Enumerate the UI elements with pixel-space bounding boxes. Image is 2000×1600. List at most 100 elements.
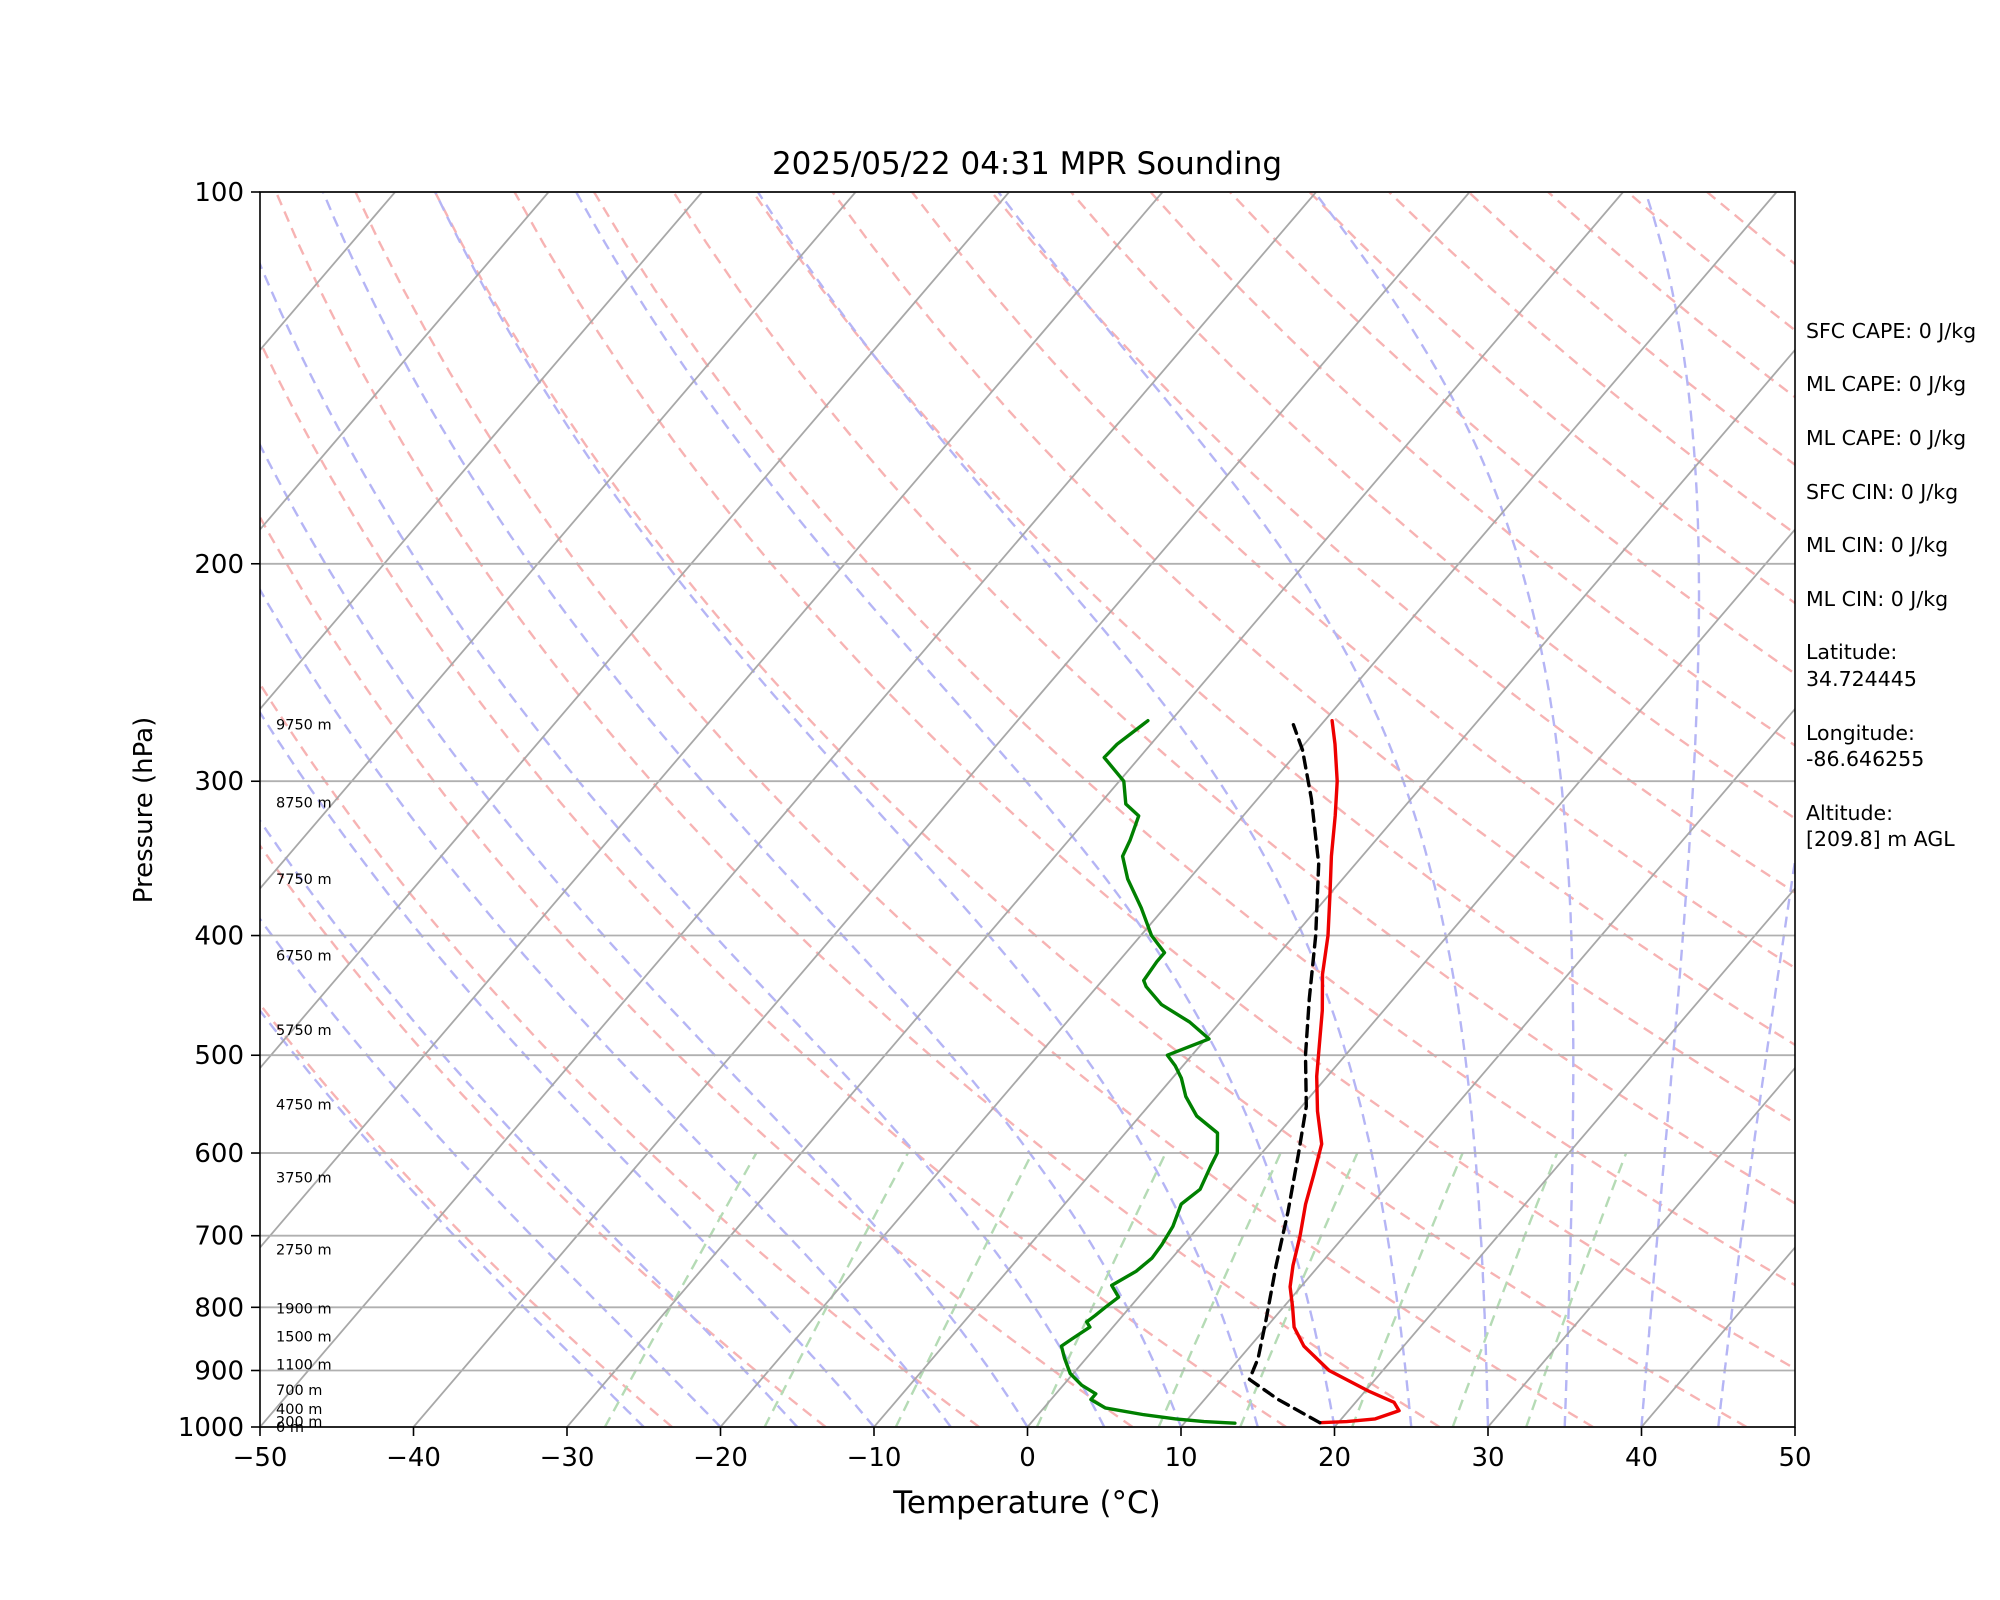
y-tick-label: 900	[194, 1356, 244, 1386]
isotherm-line	[1026, 528, 1795, 1427]
profile-lines	[1059, 719, 1401, 1425]
info-line: ML CIN: 0 J/kg	[1806, 587, 1948, 611]
height-label: 5750 m	[276, 1023, 332, 1039]
x-axis-title: Temperature (°C)	[892, 1485, 1161, 1521]
dry-adiabat-line	[260, 843, 827, 1427]
info-line: ML CIN: 0 J/kg	[1806, 533, 1948, 557]
height-label: 6750 m	[276, 948, 332, 964]
y-tick-label: 600	[194, 1139, 244, 1169]
y-tick-label: 1000	[178, 1413, 244, 1443]
info-line: -86.646255	[1806, 747, 1924, 771]
x-tick-label: 10	[1164, 1443, 1197, 1473]
moist-adiabat-line	[260, 261, 1106, 1427]
info-line: SFC CIN: 0 J/kg	[1806, 480, 1958, 504]
height-label: 1900 m	[276, 1302, 332, 1318]
x-tick-label: 30	[1471, 1443, 1504, 1473]
moist-adiabat-line	[260, 587, 952, 1427]
moist-adiabat-line	[1313, 192, 1575, 1427]
info-line: SFC CAPE: 0 J/kg	[1806, 319, 1976, 343]
isotherm-line	[260, 192, 1164, 1249]
moist-adiabat-line	[434, 192, 1259, 1427]
y-tick-label: 700	[194, 1222, 244, 1252]
dewpoint-profile-line	[1059, 719, 1237, 1425]
y-axis-ticks: 1000 900 800 700 600 500 400 300 200 100	[178, 178, 260, 1443]
isotherm-line	[260, 192, 1317, 1427]
x-tick-label: −10	[847, 1443, 902, 1473]
isotherm-line	[260, 192, 857, 890]
y-tick-label: 400	[194, 922, 244, 952]
parcel-profile-line	[1247, 723, 1322, 1425]
x-tick-label: −30	[540, 1443, 595, 1473]
y-tick-label: 300	[194, 767, 244, 797]
y-axis-title: Pressure (hPa)	[129, 717, 159, 904]
y-tick-label: 800	[194, 1293, 244, 1323]
height-label: 200 m	[276, 1415, 322, 1431]
isotherm-line	[1180, 707, 1795, 1427]
info-line: [209.8] m AGL	[1806, 827, 1955, 851]
dry-adiabat-line	[260, 681, 980, 1427]
isotherm-line	[1333, 887, 1795, 1427]
y-tick-label: 200	[194, 550, 244, 580]
dry-adiabat-line	[911, 192, 1795, 970]
dry-adiabat-line	[260, 1002, 673, 1427]
moist-adiabat-line	[997, 192, 1490, 1427]
x-tick-label: −20	[693, 1443, 748, 1473]
moist-adiabat-line	[1640, 192, 1701, 1427]
moist-adiabat-line	[756, 192, 1413, 1427]
height-label: 1500 m	[276, 1330, 332, 1346]
isotherm-line	[260, 192, 703, 711]
height-label: 0 m	[276, 1420, 304, 1436]
x-tick-label: −40	[386, 1443, 441, 1473]
height-label: 3750 m	[276, 1171, 332, 1187]
info-line: Latitude:	[1806, 640, 1897, 664]
info-line: Altitude:	[1806, 801, 1893, 825]
x-tick-label: 40	[1625, 1443, 1658, 1473]
dry-adiabat-line	[260, 339, 1287, 1427]
isotherm-line	[566, 192, 1624, 1427]
chart-title: 2025/05/22 04:31 MPR Sounding	[772, 146, 1282, 182]
height-label: 2750 m	[276, 1242, 332, 1258]
dry-adiabat-line	[260, 514, 1134, 1427]
height-label: 700 m	[276, 1383, 322, 1399]
isotherm-line	[873, 348, 1795, 1427]
x-tick-label: 20	[1318, 1443, 1351, 1473]
height-label: 400 m	[276, 1402, 322, 1418]
dry-adiabat-line	[513, 192, 1795, 1371]
moist-adiabat-line	[321, 192, 1183, 1427]
dry-adiabat-line	[354, 192, 1594, 1427]
dry-adiabat-line	[672, 192, 1795, 1205]
dry-adiabat-line	[433, 192, 1748, 1427]
y-tick-label: 500	[194, 1041, 244, 1071]
info-line: Longitude:	[1806, 721, 1915, 745]
info-line: ML CAPE: 0 J/kg	[1806, 426, 1966, 450]
x-tick-label: −50	[233, 1443, 288, 1473]
moist-adiabat-line	[260, 442, 1029, 1427]
isotherm-line	[260, 192, 550, 531]
info-line: ML CAPE: 0 J/kg	[1806, 372, 1966, 396]
x-axis-ticks: −50 −40 −30 −20 −10 0 10 20 30 40 50	[233, 1427, 1812, 1473]
y-tick-label: 100	[194, 178, 244, 208]
isotherm-line	[1487, 1066, 1795, 1427]
dry-adiabat-line	[752, 192, 1795, 1125]
moist-adiabat-line	[575, 192, 1336, 1427]
height-label: 1100 m	[276, 1358, 332, 1374]
info-line: 34.724445	[1806, 667, 1917, 691]
height-label: 4750 m	[276, 1097, 332, 1113]
height-label: 9750 m	[276, 718, 332, 734]
x-tick-label: 50	[1778, 1443, 1811, 1473]
moist-adiabat-line	[260, 710, 875, 1427]
dry-adiabat-line	[1149, 192, 1795, 747]
x-tick-label: 0	[1019, 1443, 1036, 1473]
isotherm-line	[260, 192, 1010, 1070]
dry-adiabat-line	[990, 192, 1795, 894]
temperature-profile-line	[1288, 719, 1401, 1425]
height-label: 8750 m	[276, 795, 332, 811]
height-label: 7750 m	[276, 872, 332, 888]
isotherm-line	[719, 192, 1778, 1427]
dry-adiabat-line	[592, 192, 1795, 1287]
isotherm-line	[412, 192, 1471, 1427]
